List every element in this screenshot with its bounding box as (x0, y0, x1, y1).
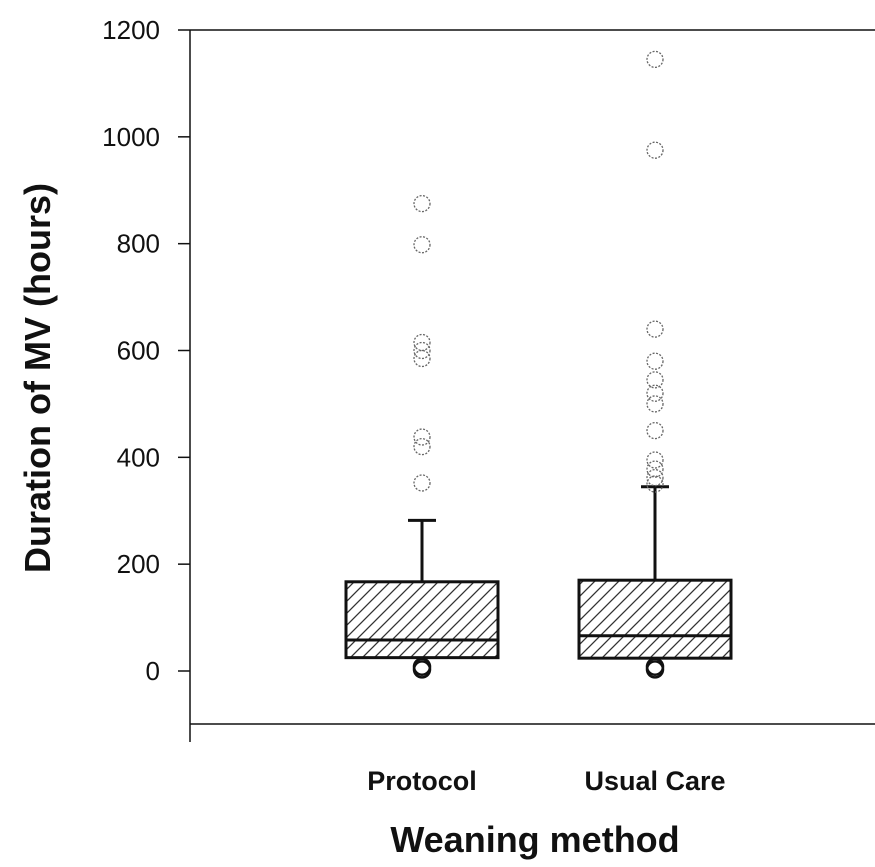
outlier-point (646, 421, 664, 440)
outlier-point (646, 451, 664, 469)
outlier-point (413, 474, 431, 492)
outlier-point (413, 333, 431, 352)
y-ticks: 0 200 400 600 800 1000 1200 (102, 15, 190, 686)
outlier-point (646, 460, 664, 478)
category-labels: Protocol Usual Care (367, 766, 725, 796)
y-tick-label: 800 (117, 229, 160, 259)
outlier-point (646, 475, 664, 493)
outlier-point (646, 468, 664, 487)
outlier-point (646, 320, 664, 338)
outlier-point (646, 141, 664, 159)
box-group (344, 194, 500, 679)
box-group (577, 50, 733, 679)
outlier-point (646, 50, 664, 69)
y-tick-label: 600 (117, 336, 160, 366)
y-tick-label: 400 (117, 442, 160, 472)
outlier-point (646, 384, 664, 402)
y-tick-label: 0 (146, 656, 160, 686)
y-tick-label: 1000 (102, 122, 160, 152)
category-label: Protocol (367, 766, 477, 796)
outlier-point (413, 437, 431, 456)
outlier-point (646, 371, 664, 389)
iqr-box (577, 578, 733, 660)
iqr-box (344, 580, 500, 660)
outlier-point (646, 395, 664, 413)
boxes (344, 50, 733, 679)
outlier-point (413, 349, 431, 368)
y-tick-label: 1200 (102, 15, 160, 45)
outlier-point (413, 194, 431, 213)
x-axis-title: Weaning method (390, 819, 679, 860)
outlier-point (412, 657, 432, 676)
y-tick-label: 200 (117, 549, 160, 579)
outlier-point (413, 341, 431, 360)
plot-axes (189, 29, 875, 742)
outlier-point (645, 657, 665, 676)
outlier-point (646, 352, 664, 370)
outlier-point (413, 428, 431, 446)
outlier-point (413, 236, 431, 254)
y-axis-title: Duration of MV (hours) (17, 183, 58, 573)
category-label: Usual Care (584, 766, 725, 796)
